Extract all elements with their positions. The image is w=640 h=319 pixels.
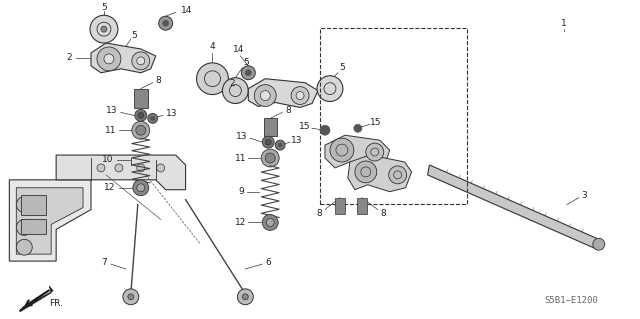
Text: 10: 10 — [102, 155, 114, 165]
Text: 12: 12 — [235, 218, 246, 227]
Text: 1: 1 — [561, 19, 567, 28]
Ellipse shape — [278, 143, 282, 147]
Polygon shape — [325, 135, 390, 170]
Text: FR.: FR. — [49, 299, 63, 308]
Text: 13: 13 — [236, 132, 247, 141]
Ellipse shape — [366, 143, 384, 161]
Ellipse shape — [196, 63, 228, 94]
Ellipse shape — [101, 26, 107, 32]
Ellipse shape — [138, 112, 144, 118]
Text: 5: 5 — [339, 63, 345, 72]
Ellipse shape — [115, 164, 123, 172]
Bar — [21, 219, 46, 234]
Ellipse shape — [128, 294, 134, 300]
Ellipse shape — [265, 139, 271, 145]
Text: 6: 6 — [266, 258, 271, 267]
Ellipse shape — [317, 76, 343, 101]
Text: 11: 11 — [235, 153, 246, 162]
Ellipse shape — [137, 184, 145, 192]
Text: 4: 4 — [210, 42, 215, 51]
Ellipse shape — [148, 114, 157, 123]
Ellipse shape — [136, 125, 146, 135]
Ellipse shape — [137, 57, 145, 65]
Ellipse shape — [262, 214, 278, 230]
Ellipse shape — [157, 164, 164, 172]
Ellipse shape — [132, 121, 150, 139]
Ellipse shape — [237, 289, 253, 305]
Ellipse shape — [245, 70, 252, 76]
Text: 15: 15 — [300, 122, 311, 131]
Ellipse shape — [261, 149, 279, 167]
Ellipse shape — [243, 294, 248, 300]
Text: 13: 13 — [166, 109, 177, 118]
Ellipse shape — [17, 219, 32, 235]
Ellipse shape — [17, 197, 32, 212]
Polygon shape — [348, 155, 412, 192]
Polygon shape — [10, 180, 91, 261]
Text: 7: 7 — [101, 258, 107, 267]
Ellipse shape — [254, 85, 276, 107]
Text: S5B1−E1200: S5B1−E1200 — [545, 296, 598, 305]
Text: 13: 13 — [291, 136, 303, 145]
Polygon shape — [56, 155, 186, 190]
Text: 5: 5 — [101, 3, 107, 12]
Text: 12: 12 — [104, 183, 116, 192]
Text: 2: 2 — [230, 79, 235, 88]
Text: 13: 13 — [106, 106, 118, 115]
Ellipse shape — [132, 52, 150, 70]
Ellipse shape — [291, 87, 309, 105]
Ellipse shape — [260, 91, 270, 100]
Ellipse shape — [354, 124, 362, 132]
Ellipse shape — [135, 109, 147, 121]
Polygon shape — [428, 165, 599, 249]
Ellipse shape — [223, 78, 248, 103]
Ellipse shape — [330, 138, 354, 162]
Text: 14: 14 — [181, 6, 192, 15]
Ellipse shape — [320, 125, 330, 135]
Bar — [320, 28, 467, 204]
Ellipse shape — [151, 116, 155, 120]
Ellipse shape — [593, 238, 605, 250]
Ellipse shape — [137, 164, 145, 172]
Ellipse shape — [265, 153, 275, 163]
Ellipse shape — [163, 20, 169, 26]
Bar — [21, 195, 46, 214]
Ellipse shape — [123, 289, 139, 305]
Text: 8: 8 — [156, 76, 161, 85]
Text: 8: 8 — [285, 106, 291, 115]
Ellipse shape — [262, 136, 274, 148]
Text: 9: 9 — [239, 187, 244, 196]
Text: 2: 2 — [67, 53, 72, 63]
Text: 8: 8 — [381, 209, 387, 218]
Polygon shape — [19, 286, 53, 312]
Text: 15: 15 — [370, 118, 381, 127]
Ellipse shape — [275, 140, 285, 150]
Text: 11: 11 — [105, 126, 116, 135]
Ellipse shape — [241, 66, 255, 80]
Ellipse shape — [355, 161, 377, 183]
Ellipse shape — [97, 164, 105, 172]
Polygon shape — [248, 79, 318, 108]
Bar — [134, 89, 148, 108]
Bar — [335, 198, 345, 213]
Text: 3: 3 — [581, 191, 587, 200]
Bar — [357, 198, 367, 213]
Ellipse shape — [90, 15, 118, 43]
Text: 8: 8 — [316, 209, 322, 218]
Ellipse shape — [159, 16, 173, 30]
Polygon shape — [91, 43, 156, 73]
Ellipse shape — [388, 166, 406, 184]
Polygon shape — [17, 188, 83, 254]
Ellipse shape — [266, 219, 274, 226]
Text: 5: 5 — [243, 58, 249, 67]
Bar — [264, 118, 277, 136]
Ellipse shape — [296, 92, 304, 100]
Ellipse shape — [133, 180, 148, 196]
Ellipse shape — [104, 54, 114, 64]
Text: 14: 14 — [233, 46, 244, 55]
Text: 5: 5 — [131, 31, 137, 40]
Ellipse shape — [97, 47, 121, 71]
Ellipse shape — [17, 239, 32, 255]
